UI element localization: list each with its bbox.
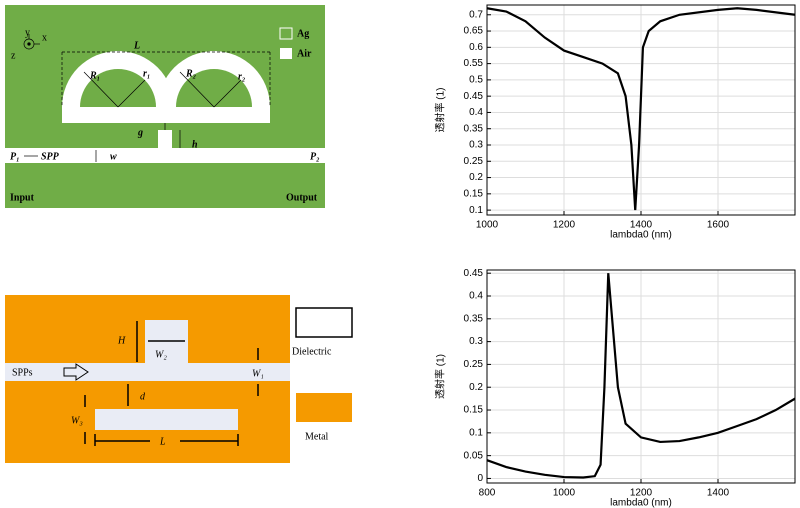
ring-1-core: [80, 69, 156, 107]
waveguide: [5, 148, 325, 163]
dim-label: d: [140, 391, 146, 402]
y-tick-label: 0.1: [469, 205, 483, 216]
dim-label: w: [110, 151, 117, 162]
ring-diagram: y x z L R₁ r₁ R₂ r₂ Ag Air g h P₁ SPP w …: [5, 5, 325, 208]
plot-frame: [486, 269, 796, 484]
dim-label: W₃: [71, 415, 83, 426]
y-tick-label: 0.5: [469, 75, 483, 86]
dim-label: r₂: [238, 71, 245, 82]
x-axis-label: lambda0 (nm): [610, 498, 672, 508]
port-label: SPP: [41, 151, 60, 162]
axis-label: y: [25, 27, 30, 38]
y-tick-label: 0: [477, 473, 483, 484]
dimension-lines: [63, 321, 259, 446]
y-tick-label: 0.55: [464, 58, 484, 69]
x-tick-label: 800: [479, 488, 496, 499]
port-label: P₁: [10, 151, 20, 162]
y-tick-label: 0.6: [469, 42, 483, 53]
waveguide: [5, 363, 290, 381]
dim-label: W₂: [155, 349, 167, 360]
bottom-cavity: [95, 409, 238, 430]
dim-label: W₁: [252, 368, 264, 379]
y-tick-label: 0.45: [464, 91, 484, 102]
legend-swatch: [295, 307, 353, 338]
dim-label: H: [117, 335, 126, 346]
dimension-lines: [23, 34, 271, 162]
dim-label: L: [159, 436, 166, 447]
y-axis-label: 透射率 (1): [434, 354, 447, 399]
x-tick-label: 1200: [630, 488, 653, 499]
x-tick-label: 1400: [630, 220, 653, 231]
legend-label: Dielectric: [292, 346, 332, 357]
y-tick-label: 0.25: [464, 359, 484, 370]
ring-2-core: [176, 69, 252, 107]
y-tick-label: 0.2: [469, 172, 483, 183]
dim-label: R₂: [185, 68, 196, 79]
legend-label: Ag: [297, 28, 309, 39]
x-tick-label: 1200: [553, 220, 576, 231]
port-label: P₂: [310, 151, 320, 162]
y-tick-label: 0.65: [464, 26, 484, 37]
y-tick-label: 0.35: [464, 313, 484, 324]
x-tick-label: 1000: [553, 488, 576, 499]
legend-swatch: [280, 48, 292, 59]
port-label: Input: [10, 192, 35, 203]
y-tick-label: 0.1: [469, 427, 483, 438]
axis-label: x: [42, 32, 47, 43]
y-tick-label: 0.3: [469, 140, 483, 151]
x-tick-label: 1000: [476, 220, 499, 231]
x-tick-label: 1600: [707, 220, 730, 231]
y-tick-label: 0.3: [469, 336, 483, 347]
dim-label: g: [137, 127, 143, 138]
legend-swatch: [279, 27, 293, 40]
y-tick-label: 0.2: [469, 382, 483, 393]
dim-label: R₁: [89, 70, 100, 81]
legend-swatch: [296, 393, 352, 422]
x-axis-label: lambda0 (nm): [610, 230, 672, 241]
ring-base: [62, 106, 270, 123]
data-line: [486, 7, 796, 211]
y-tick-label: 0.4: [469, 291, 483, 302]
y-tick-label: 0.05: [464, 450, 484, 461]
x-tick-label: 1400: [707, 488, 730, 499]
y-tick-label: 0.15: [464, 188, 484, 199]
stub-diagram: H W₂ SPPs W₁ d W₃ L Dielectric Metal: [5, 295, 353, 463]
y-tick-label: 0.25: [464, 156, 484, 167]
y-axis-label: 透射率 (1): [434, 88, 447, 133]
axis-label: z: [11, 50, 16, 61]
y-tick-label: 0.7: [469, 9, 483, 20]
y-tick-label: 0.4: [469, 107, 483, 118]
port-label: SPPs: [12, 367, 33, 378]
dim-label: L: [133, 40, 140, 51]
y-tick-label: 0.45: [464, 268, 484, 279]
port-label: Output: [286, 192, 318, 203]
y-tick-label: 0.15: [464, 405, 484, 416]
plot-frame: [486, 4, 796, 216]
dim-label: h: [192, 139, 198, 150]
stub: [158, 130, 172, 148]
dim-label: r₁: [143, 68, 150, 79]
data-line: [486, 273, 796, 479]
y-tick-label: 0.35: [464, 123, 484, 134]
legend-label: Metal: [305, 431, 329, 442]
legend-label: Air: [297, 48, 312, 59]
